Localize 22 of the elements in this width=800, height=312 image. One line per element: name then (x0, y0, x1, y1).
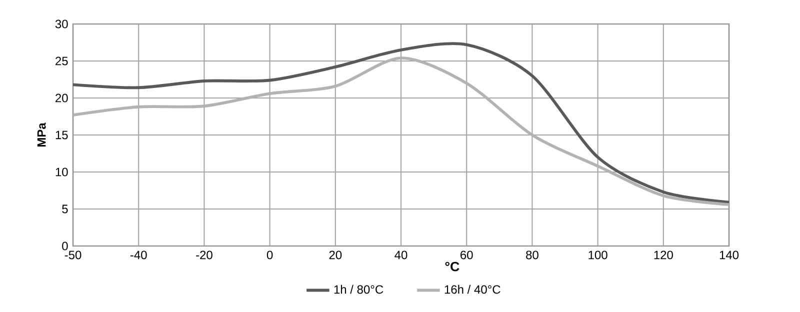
x-tick-label: -50 (64, 250, 82, 260)
legend-label: 16h / 40°C (444, 284, 500, 294)
x-tick-label: 20 (329, 250, 342, 260)
x-tick-label: 140 (720, 250, 739, 260)
y-tick-label: 20 (56, 94, 68, 102)
x-axis-title: °C (445, 262, 460, 272)
y-tick-label: 10 (56, 168, 68, 176)
x-tick-label: 100 (588, 250, 608, 260)
y-axis-title: MPa (37, 122, 46, 147)
x-tick-label: 120 (654, 250, 673, 260)
y-tick-label: 30 (55, 20, 68, 28)
y-tick-label: 0 (62, 242, 68, 250)
y-tick-label: 5 (62, 204, 68, 214)
x-tick-label: -20 (196, 250, 212, 260)
x-tick-label: 80 (526, 250, 538, 260)
legend-label: 1h / 80°C (334, 284, 384, 294)
x-tick-label: 60 (460, 250, 473, 260)
x-tick-label: -40 (130, 250, 147, 260)
x-tick-label: 40 (394, 250, 408, 260)
y-tick-label: 25 (56, 56, 68, 66)
x-tick-label: 0 (266, 250, 273, 260)
y-tick-label: 15 (56, 130, 68, 140)
